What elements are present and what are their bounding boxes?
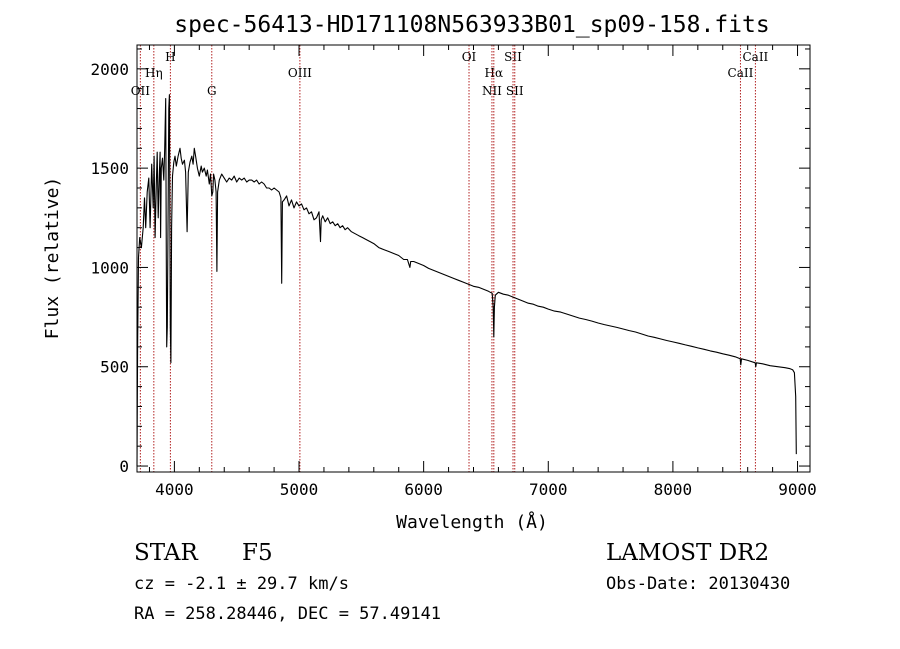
y-tick-label-2000: 2000	[90, 60, 129, 79]
y-tick-label-500: 500	[100, 358, 129, 377]
marker-label-0: OII	[131, 84, 151, 98]
marker-label-7: NII	[482, 84, 502, 98]
flux-series-line	[136, 94, 797, 467]
y-axis-label: Flux (relative)	[42, 177, 63, 340]
marker-label-8: SII	[504, 50, 522, 64]
marker-label-2: H	[165, 50, 175, 64]
x-tick-label-8000: 8000	[654, 480, 693, 499]
line-markers: OII HηH G OIII OI Hα NII SII SII CaII CaII	[131, 45, 769, 472]
object-class: STAR	[134, 540, 198, 566]
x-tick-label-7000: 7000	[529, 480, 568, 499]
x-tick-label-9000: 9000	[778, 480, 817, 499]
chart-title: spec-56413-HD171108N563933B01_sp09-158.f…	[174, 12, 769, 38]
marker-label-3: G	[207, 84, 217, 98]
y-tick-label-1500: 1500	[90, 159, 129, 178]
marker-label-1: Hη	[145, 66, 163, 80]
x-axis-label: Wavelength (Å)	[396, 511, 548, 533]
marker-label-5: OI	[462, 50, 477, 64]
axis-ticks: 4000 5000 6000 7000 8000 9000 0 500 1000 1500 2000	[90, 45, 817, 499]
marker-label-6: Hα	[485, 66, 504, 80]
redshift-value: cz = -2.1 ± 29.7 km/s	[134, 574, 349, 594]
marker-label-10: CaII	[728, 66, 754, 80]
object-subclass: F5	[242, 540, 273, 566]
plot-frame	[136, 44, 811, 473]
y-tick-label-1000: 1000	[90, 258, 129, 277]
y-tick-label-0: 0	[119, 457, 129, 476]
marker-label-9: SII	[506, 84, 524, 98]
x-tick-label-5000: 5000	[280, 480, 319, 499]
x-tick-label-6000: 6000	[404, 480, 443, 499]
coordinates: RA = 258.28446, DEC = 57.49141	[134, 604, 442, 624]
survey-name: LAMOST DR2	[606, 540, 770, 566]
obs-date: Obs-Date: 20130430	[606, 574, 791, 594]
marker-label-4: OIII	[288, 66, 312, 80]
x-tick-label-4000: 4000	[155, 480, 194, 499]
marker-label-11: CaII	[742, 50, 768, 64]
